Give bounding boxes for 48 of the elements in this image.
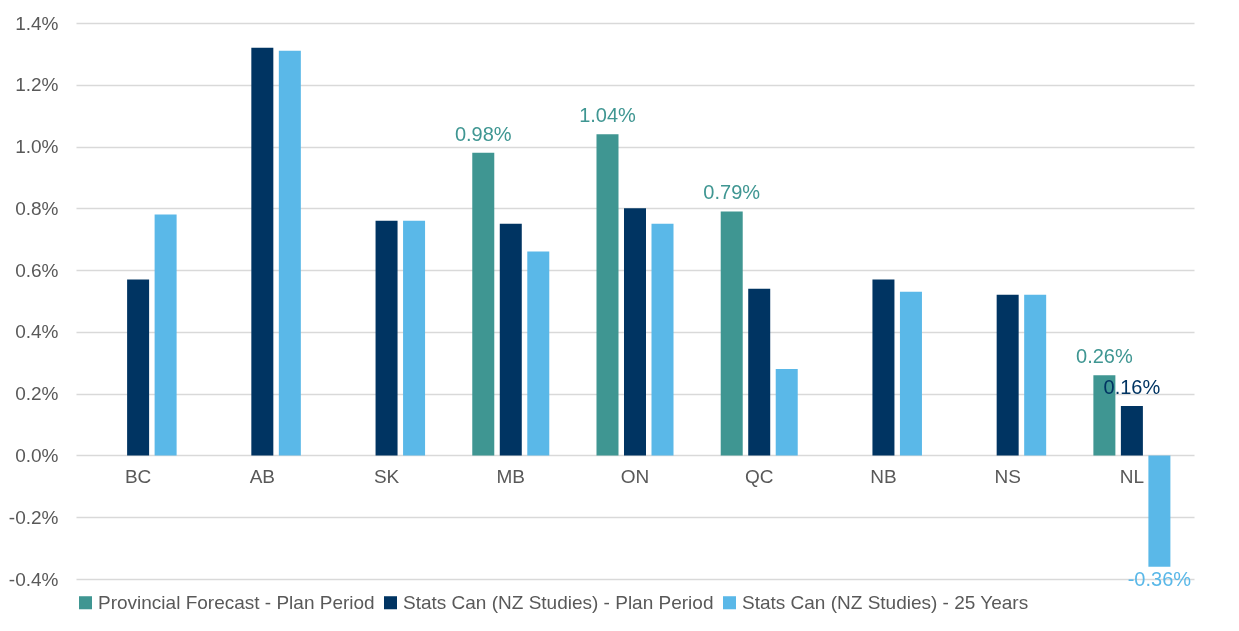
y-tick-label: -0.2%: [8, 506, 59, 528]
bar: [748, 288, 771, 456]
x-tick-label: AB: [249, 465, 276, 487]
bar: [651, 223, 674, 456]
bar: [278, 50, 301, 456]
bar: [1120, 406, 1143, 456]
bar: [472, 152, 495, 456]
legend-label: Stats Can (NZ Studies) - Plan Period: [403, 591, 714, 613]
bar: [527, 251, 550, 456]
legend-label: Provincial Forecast - Plan Period: [98, 591, 375, 613]
x-tick-label: NB: [870, 465, 897, 487]
y-tick-label: 1.2%: [15, 74, 59, 96]
bar: [624, 208, 646, 456]
bar: [251, 47, 274, 456]
x-tick-label: MB: [496, 465, 526, 487]
bar: [499, 223, 522, 456]
x-tick-label: BC: [124, 465, 152, 487]
y-tick-label: 0.0%: [15, 444, 59, 466]
data-label: 1.04%: [579, 104, 637, 127]
y-tick-label: 0.4%: [15, 321, 59, 343]
y-tick-label: 0.6%: [15, 259, 59, 281]
x-tick-label: NL: [1119, 465, 1145, 487]
bar: [1024, 294, 1047, 456]
y-tick-label: 1.0%: [15, 136, 59, 158]
x-tick-label: QC: [744, 465, 774, 487]
bar: [996, 294, 1019, 456]
data-label: -0.36%: [1127, 567, 1192, 590]
y-tick-label: 1.4%: [15, 12, 59, 34]
y-tick-label: -0.4%: [8, 568, 59, 590]
y-tick-label: 0.8%: [15, 197, 59, 219]
bar: [899, 291, 922, 456]
data-label: 0.26%: [1076, 345, 1133, 368]
legend-label: Stats Can (NZ Studies) - 25 Years: [742, 591, 1029, 613]
x-tick-label: SK: [373, 465, 400, 487]
y-tick-label: 0.2%: [15, 383, 59, 405]
bar: [127, 279, 150, 456]
data-label: 0.79%: [703, 181, 761, 204]
bar: [872, 279, 895, 456]
bar: [403, 220, 426, 456]
x-tick-label: NS: [994, 465, 1021, 487]
bar: [1148, 455, 1171, 567]
bar: [375, 220, 398, 456]
bar: [154, 214, 177, 456]
bar: [775, 368, 798, 456]
x-tick-label: ON: [620, 465, 650, 487]
data-label: 0.98%: [454, 122, 512, 145]
bar: [720, 211, 743, 456]
bar: [596, 134, 619, 456]
